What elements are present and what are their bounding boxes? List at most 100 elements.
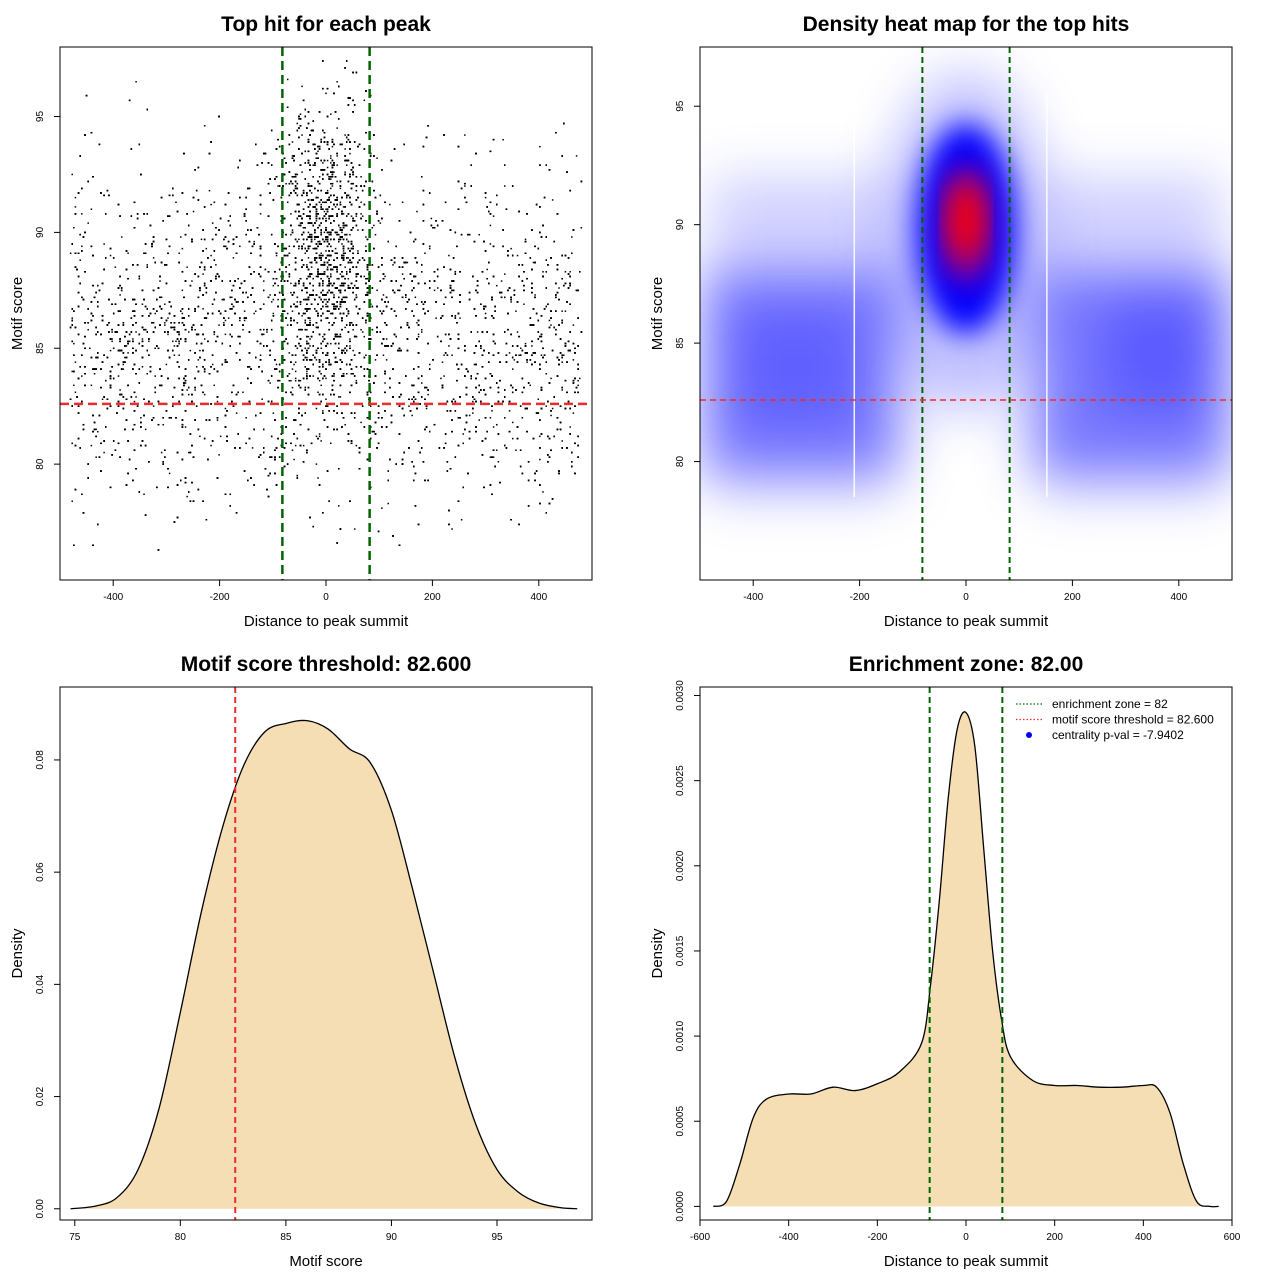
scatter-point [322,162,324,164]
scatter-point [109,254,112,257]
scatter-point [417,333,420,336]
scatter-point [323,210,326,213]
scatter-point [341,284,343,287]
scatter-point [523,303,525,305]
scatter-point [312,375,314,377]
scatter-point [510,247,512,250]
scatter-point [334,206,337,208]
scatter-point [298,247,300,250]
scatter-point [186,495,188,498]
scatter-point [186,389,188,391]
scatter-point [330,312,332,315]
scatter-point [360,201,362,204]
scatter-point [294,379,297,382]
scatter-point [286,78,289,81]
scatter-point [291,141,294,143]
scatter-point [325,92,327,95]
scatter-point [360,421,362,424]
scatter-point [349,152,351,155]
scatter-point [326,159,329,162]
scatter-point [79,259,81,261]
scatter-point [296,301,299,303]
scatter-point [299,113,302,115]
scatter-point [290,213,292,215]
scatter-point [532,261,535,264]
scatter-point [484,196,487,199]
scatter-point [511,368,514,370]
scatter-point [462,433,465,435]
scatter-point [428,247,431,250]
scatter-point [255,310,257,312]
scatter-point [140,417,142,419]
scatter-point [146,264,148,266]
scatter-point [468,414,471,417]
scatter-point [349,233,351,236]
scatter-point [315,435,318,438]
scatter-point [561,361,563,363]
scatter-point [224,333,227,336]
scatter-point [508,410,511,412]
scatter-point [202,273,204,275]
scatter-point [87,328,89,331]
scatter-point [306,373,308,375]
scatter-point [338,505,340,507]
scatter-point [333,375,335,377]
scatter-point [124,356,126,359]
scatter-point [320,440,322,442]
scatter-point [125,345,128,347]
scatter-point [336,231,338,234]
scatter-point [472,400,474,403]
scatter-point [575,155,578,157]
scatter-point [551,407,554,410]
scatter-point [322,410,324,412]
scatter-point [315,275,318,278]
scatter-point [357,250,359,252]
scatter-point [71,317,73,319]
scatter-point [312,247,314,250]
scatter-point [315,359,318,361]
scatter-point [363,335,366,338]
scatter-point [269,294,271,296]
scatter-point [172,326,174,329]
scatter-point [376,157,378,159]
scatter-point [347,257,350,259]
scatter-point [513,359,516,361]
scatter-point [361,331,364,333]
scatter-point [360,176,362,178]
scatter-point [464,134,466,136]
scatter-point [344,282,346,285]
scatter-point [339,201,342,204]
scatter-point [194,389,196,391]
scatter-point [333,294,335,296]
scatter-point [259,354,262,356]
scatter-point [374,233,377,236]
scatter-point [309,338,311,340]
scatter-point [385,338,388,340]
scatter-point [223,322,225,324]
scatter-point [350,215,353,217]
scatter-point [421,382,423,384]
scatter-point [322,284,324,287]
scatter-point [401,273,404,275]
scatter-point [320,254,322,257]
scatter-point [213,333,216,336]
scatter-point [564,310,567,312]
scatter-point [181,289,184,292]
scatter-point [309,308,311,310]
scatter-point [73,384,75,387]
scatter-point [309,245,311,248]
scatter-point [451,354,453,356]
scatter-point [508,352,511,354]
scatter-point [336,277,338,280]
scatter-point [363,99,366,102]
scatter-point [181,247,184,250]
scatter-point [524,342,527,345]
scatter-point [318,176,321,178]
scatter-point [159,280,161,282]
scatter-point [269,382,271,384]
scatter-point [309,185,311,187]
scatter-point [302,444,305,447]
scatter-point [294,370,297,373]
scatter-point [330,442,332,445]
scatter-point [218,454,220,456]
